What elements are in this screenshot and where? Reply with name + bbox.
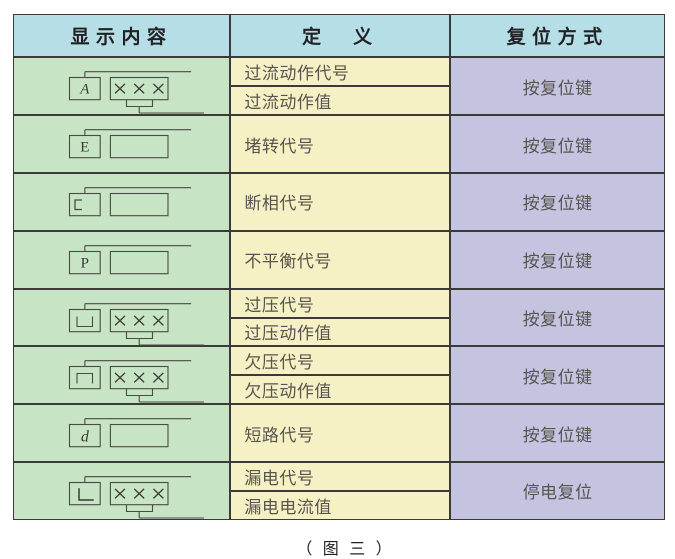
- svg-text:d: d: [80, 429, 89, 446]
- svg-text:A: A: [79, 82, 90, 98]
- svg-text:P: P: [80, 255, 88, 271]
- svg-text:E: E: [80, 140, 89, 156]
